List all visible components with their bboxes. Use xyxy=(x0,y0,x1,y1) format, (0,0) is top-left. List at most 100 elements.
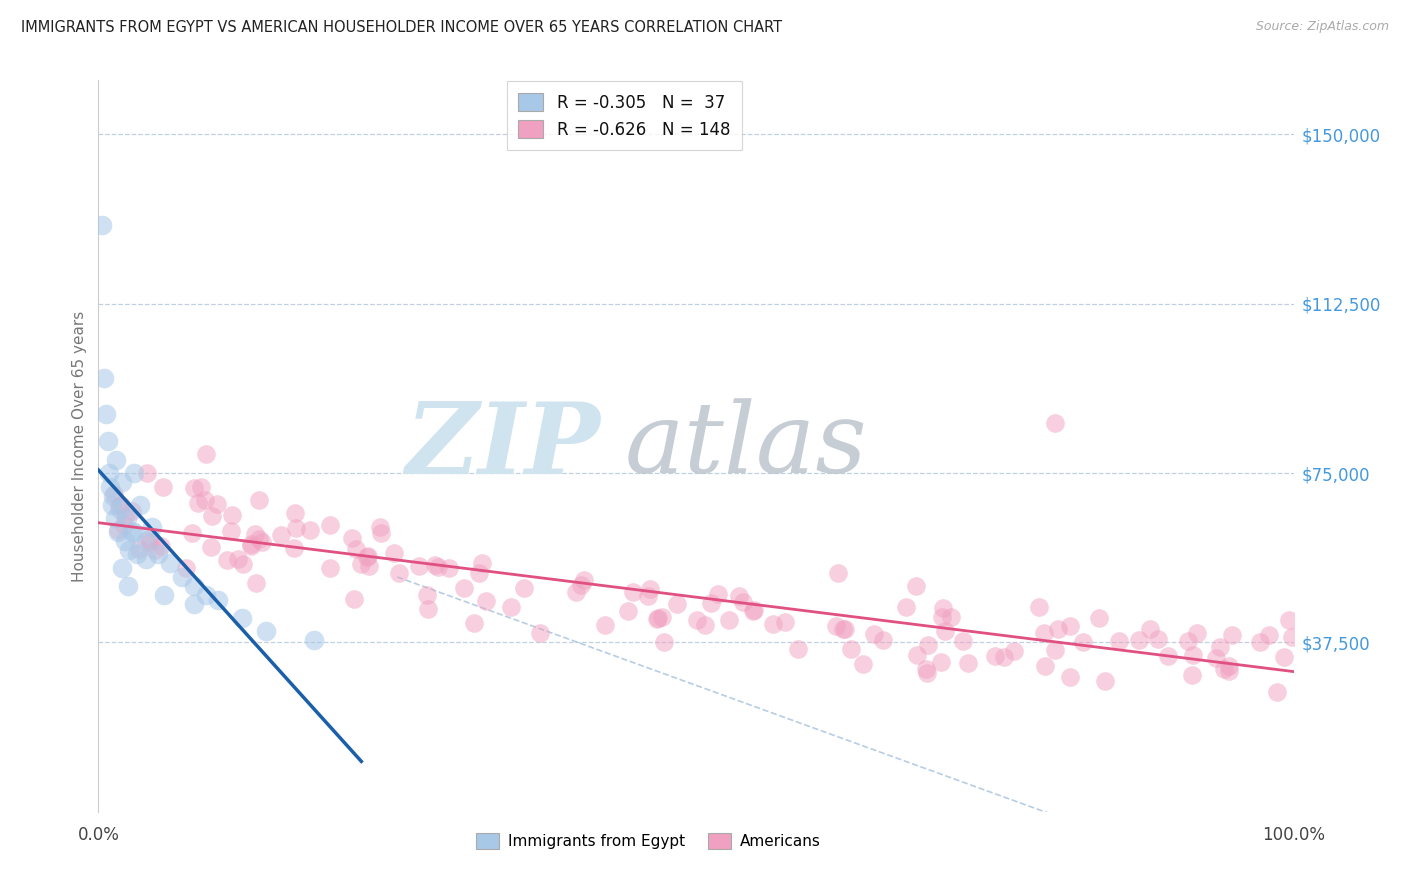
Point xyxy=(240,537,263,551)
Point xyxy=(245,575,267,590)
Point xyxy=(124,524,146,539)
Point xyxy=(1094,674,1116,689)
Point xyxy=(1208,640,1230,654)
Point xyxy=(1088,611,1111,625)
Point xyxy=(513,582,536,596)
Point xyxy=(141,520,163,534)
Point xyxy=(148,547,170,561)
Point xyxy=(98,480,122,494)
Point xyxy=(344,542,367,557)
Point xyxy=(1181,648,1204,662)
Point xyxy=(340,532,363,546)
Point xyxy=(1257,628,1279,642)
Point xyxy=(1108,633,1130,648)
Point xyxy=(97,434,120,449)
Point xyxy=(302,633,325,648)
Point xyxy=(270,527,292,541)
Point xyxy=(733,595,755,609)
Point xyxy=(872,633,894,648)
Point xyxy=(427,559,450,574)
Point xyxy=(135,533,157,548)
Point xyxy=(103,487,125,501)
Point xyxy=(693,618,716,632)
Point xyxy=(231,610,253,624)
Point xyxy=(983,648,1005,663)
Point xyxy=(114,509,136,524)
Point xyxy=(128,541,150,556)
Point xyxy=(201,509,224,524)
Point xyxy=(129,498,152,512)
Point xyxy=(104,511,127,525)
Point xyxy=(221,508,243,522)
Point xyxy=(247,492,270,507)
Point xyxy=(299,523,322,537)
Point xyxy=(107,499,129,513)
Point xyxy=(94,408,117,422)
Point xyxy=(416,588,439,602)
Point xyxy=(388,566,411,580)
Point xyxy=(1043,642,1066,657)
Point xyxy=(1177,633,1199,648)
Point xyxy=(1128,633,1150,648)
Point xyxy=(200,540,222,554)
Point xyxy=(1073,635,1095,649)
Point xyxy=(112,518,135,533)
Point xyxy=(617,604,640,618)
Point xyxy=(176,561,198,575)
Point xyxy=(349,557,371,571)
Point xyxy=(1218,664,1240,678)
Point xyxy=(896,600,918,615)
Point xyxy=(183,597,205,611)
Point xyxy=(638,582,661,596)
Point xyxy=(1047,622,1070,636)
Point xyxy=(153,588,176,602)
Point xyxy=(1157,649,1180,664)
Point xyxy=(138,532,160,546)
Point xyxy=(107,524,129,539)
Point xyxy=(408,559,430,574)
Point xyxy=(219,524,242,539)
Point xyxy=(125,547,148,561)
Point xyxy=(240,539,263,553)
Point xyxy=(107,524,129,538)
Text: atlas: atlas xyxy=(624,399,868,493)
Point xyxy=(250,535,273,549)
Point xyxy=(437,561,460,575)
Point xyxy=(319,560,342,574)
Point xyxy=(207,592,229,607)
Point xyxy=(195,447,218,461)
Point xyxy=(359,558,381,573)
Point xyxy=(652,635,675,649)
Point xyxy=(357,549,380,564)
Point xyxy=(368,520,391,534)
Point xyxy=(993,650,1015,665)
Point xyxy=(939,610,962,624)
Point xyxy=(124,466,146,480)
Point xyxy=(852,657,875,671)
Point xyxy=(1181,668,1204,682)
Point xyxy=(1028,600,1050,615)
Point xyxy=(418,601,440,615)
Point xyxy=(93,371,115,385)
Point xyxy=(425,558,447,573)
Point xyxy=(1218,659,1240,673)
Point xyxy=(915,665,938,680)
Point xyxy=(108,502,131,516)
Point xyxy=(342,592,364,607)
Point xyxy=(194,492,217,507)
Point xyxy=(1220,628,1243,642)
Point xyxy=(370,526,392,541)
Point xyxy=(152,479,174,493)
Point xyxy=(1033,626,1056,640)
Point xyxy=(284,521,307,535)
Point xyxy=(621,585,644,599)
Point xyxy=(114,533,136,548)
Point xyxy=(190,479,212,493)
Point xyxy=(569,578,592,592)
Point xyxy=(121,504,143,518)
Point xyxy=(1185,625,1208,640)
Point xyxy=(468,566,491,581)
Point xyxy=(135,467,157,481)
Point xyxy=(728,589,751,603)
Point xyxy=(931,610,953,624)
